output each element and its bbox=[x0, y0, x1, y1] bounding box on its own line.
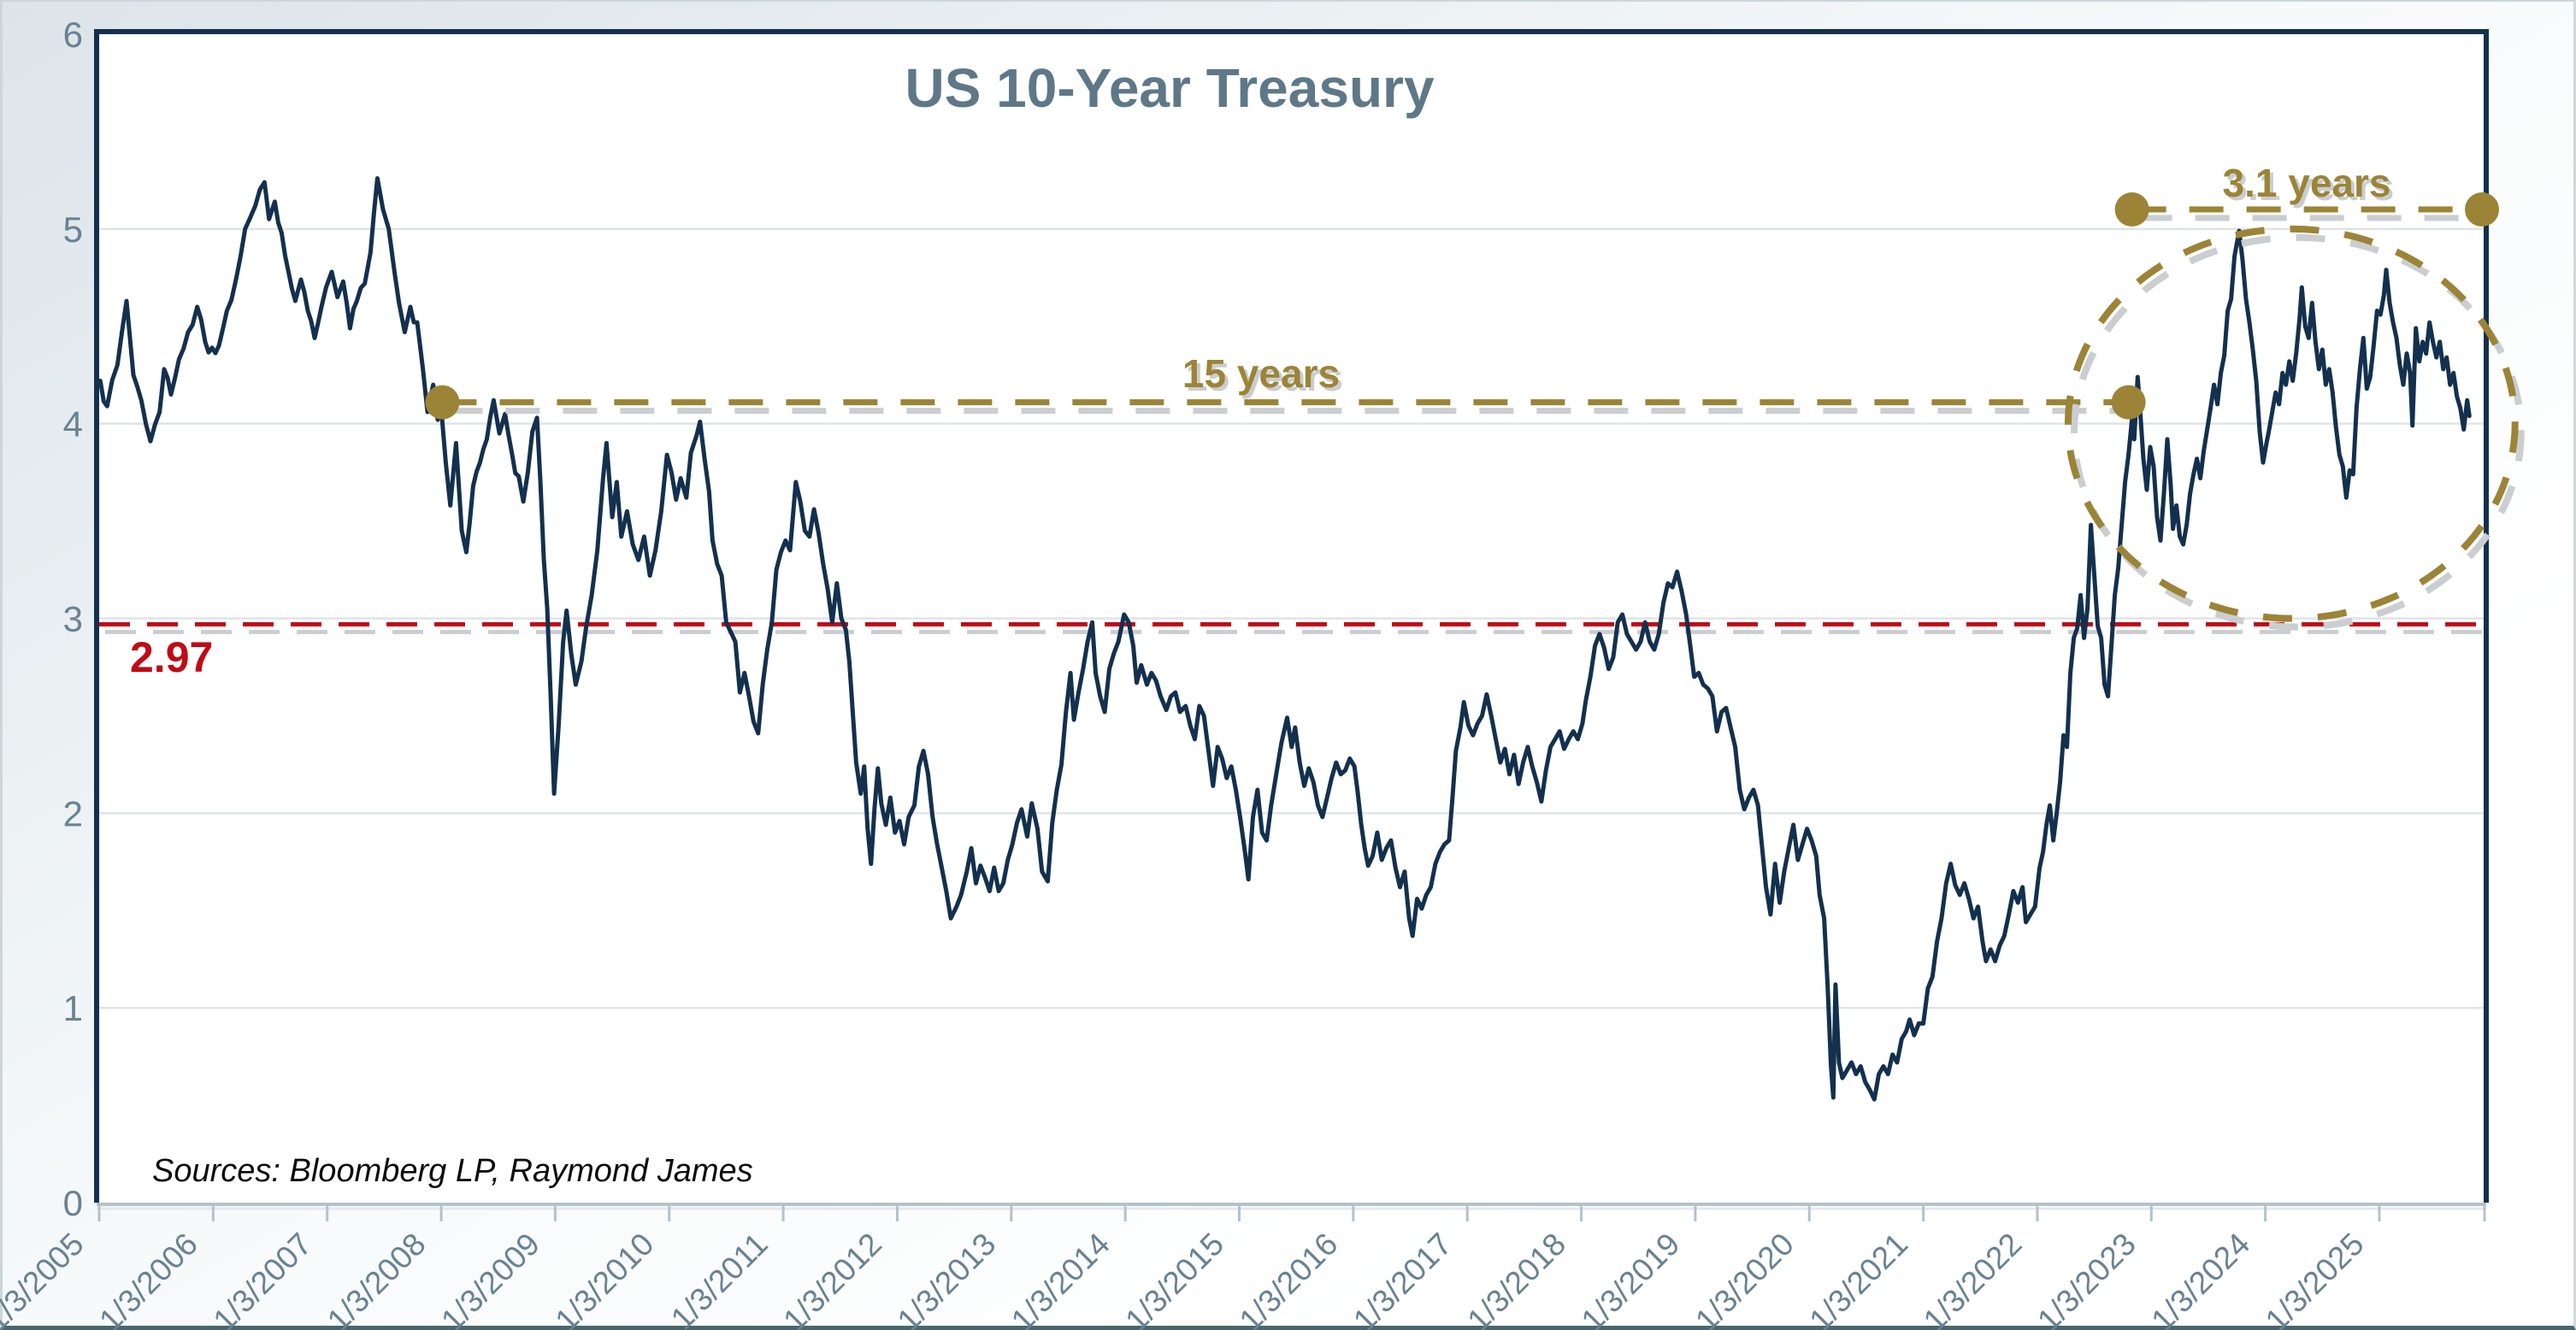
span-3-1-years-label: 3.1 years bbox=[2223, 161, 2391, 205]
x-tick-label: 1/3/2023 bbox=[2031, 1227, 2143, 1330]
x-axis-tick-labels: 1/3/2005 1/3/2006 1/3/2007 1/3/2008 1/3/2009… bbox=[0, 1227, 2371, 1330]
span-endpoint-dot bbox=[2465, 192, 2500, 227]
x-tick-label: 1/3/2021 bbox=[1802, 1227, 1914, 1330]
x-tick-label: 1/3/2018 bbox=[1460, 1227, 1572, 1330]
x-tick-label: 1/3/2025 bbox=[2259, 1227, 2371, 1330]
x-tick-label: 1/3/2008 bbox=[321, 1227, 433, 1330]
y-tick-label: 2 bbox=[63, 793, 83, 833]
span-endpoint-dot bbox=[425, 385, 460, 420]
x-axis bbox=[97, 1203, 2486, 1221]
gridlines bbox=[99, 227, 2485, 1009]
y-tick-label: 3 bbox=[63, 599, 83, 639]
sources-note: Sources: Bloomberg LP, Raymond James bbox=[152, 1153, 753, 1189]
x-tick-label: 1/3/2006 bbox=[92, 1227, 204, 1330]
chart-title: US 10-Year Treasury bbox=[905, 57, 1434, 119]
mean-value-label: 2.97 bbox=[130, 633, 213, 681]
x-tick-label: 1/3/2012 bbox=[776, 1227, 888, 1330]
span-3-1-years-line bbox=[2114, 192, 2500, 227]
x-tick-label: 1/3/2009 bbox=[434, 1227, 546, 1330]
x-tick-label: 1/3/2019 bbox=[1575, 1227, 1687, 1330]
highlight-ellipse-shadow bbox=[2070, 233, 2525, 631]
y-tick-label: 1 bbox=[63, 988, 83, 1028]
span-3-1-years-label-shadow: 3.1 years bbox=[2226, 164, 2395, 209]
y-tick-label: 6 bbox=[63, 15, 83, 55]
yield-line-series bbox=[97, 176, 2472, 1102]
x-tick-label: 1/3/2017 bbox=[1347, 1227, 1459, 1330]
x-tick-label: 1/3/2010 bbox=[549, 1227, 661, 1330]
y-axis-tick-labels: 0 1 2 3 4 5 6 bbox=[63, 15, 83, 1223]
x-tick-label: 1/3/2024 bbox=[2144, 1227, 2256, 1330]
span-15-years-label: 15 years bbox=[1182, 351, 1340, 396]
plot-border bbox=[94, 29, 2489, 1203]
span-endpoint-dot bbox=[2111, 385, 2146, 420]
highlight-ellipse bbox=[2064, 225, 2525, 631]
span-endpoint-dot bbox=[2114, 192, 2149, 227]
y-tick-label: 0 bbox=[63, 1183, 83, 1223]
x-tick-label: 1/3/2016 bbox=[1233, 1227, 1345, 1330]
span-15-years-line bbox=[425, 385, 2146, 420]
x-tick-label: 1/3/2011 bbox=[664, 1227, 775, 1330]
x-tick-label: 1/3/2013 bbox=[891, 1227, 1003, 1330]
x-tick-label: 1/3/2015 bbox=[1118, 1227, 1230, 1330]
x-tick-label: 1/3/2005 bbox=[0, 1227, 91, 1330]
highlight-ellipse bbox=[2064, 225, 2519, 622]
y-tick-label: 4 bbox=[63, 404, 83, 444]
x-tick-label: 1/3/2020 bbox=[1689, 1227, 1801, 1330]
x-tick-label: 1/3/2007 bbox=[207, 1227, 319, 1330]
x-tick-label: 1/3/2022 bbox=[1917, 1227, 2029, 1330]
x-tick-label: 1/3/2014 bbox=[1005, 1227, 1117, 1330]
span-15-years-label-shadow: 15 years bbox=[1186, 355, 1343, 399]
y-tick-label: 5 bbox=[63, 209, 83, 250]
